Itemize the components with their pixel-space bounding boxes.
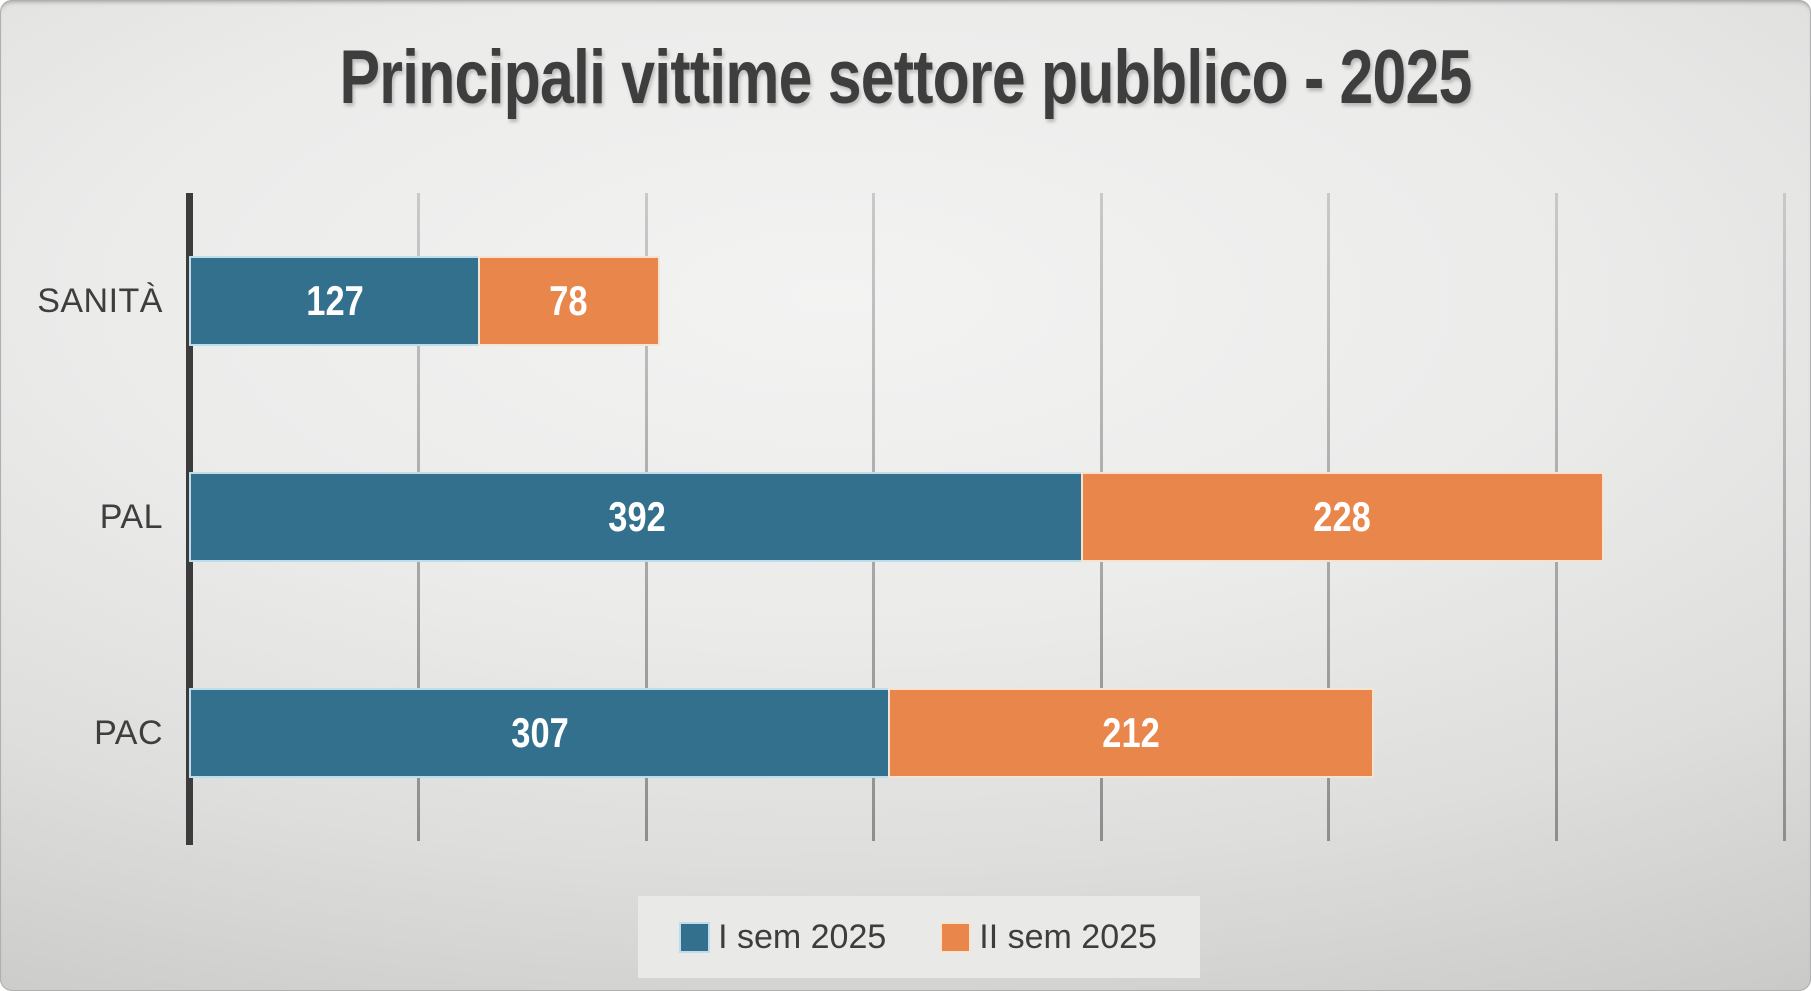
bar-value-label: 127 [306,277,365,324]
bar-value-label: 228 [1313,493,1372,540]
bar-pac-ii-sem-2025: 212 [889,690,1373,776]
legend: I sem 2025 II sem 2025 [638,896,1200,978]
gridline-700 [1782,193,1786,841]
category-label-pac: PAC [94,713,163,752]
bar-value-label: 392 [608,493,666,540]
bar-sanit--ii-sem-2025: 78 [480,258,658,344]
bar-pac-i-sem-2025: 307 [191,690,890,776]
legend-item-ii-sem-2025: II sem 2025 [942,918,1157,957]
legend-swatch-ii-sem-2025 [942,923,970,951]
category-label-pal: PAL [99,497,163,536]
bar-sanit--i-sem-2025: 127 [191,258,481,344]
legend-swatch-i-sem-2025 [681,923,709,951]
chart-title-text: Principali vittime settore pubblico - 20… [339,35,1472,120]
bar-row-sanit-: 127 78 [191,258,1784,344]
legend-label-i-sem-2025: I sem 2025 [718,917,887,956]
bar-pal-i-sem-2025: 392 [191,474,1084,560]
category-axis-labels: SANITÀ PAL PAC [0,193,163,841]
chart-title: Principali vittime settore pubblico - 20… [0,34,1811,121]
y-axis-line [186,193,193,845]
bar-pal-ii-sem-2025: 228 [1083,474,1602,560]
chart-plot-area: 127 78 392 228 307 212 [191,193,1786,841]
category-label-sanit-: SANITÀ [37,281,163,320]
legend-item-i-sem-2025: I sem 2025 [681,918,886,957]
bar-value-label: 78 [549,277,588,324]
bar-row-pal: 392 228 [191,474,1784,560]
legend-label-ii-sem-2025: II sem 2025 [979,917,1157,956]
bar-value-label: 212 [1102,709,1160,756]
bar-row-pac: 307 212 [191,690,1784,776]
bar-value-label: 307 [511,709,570,756]
